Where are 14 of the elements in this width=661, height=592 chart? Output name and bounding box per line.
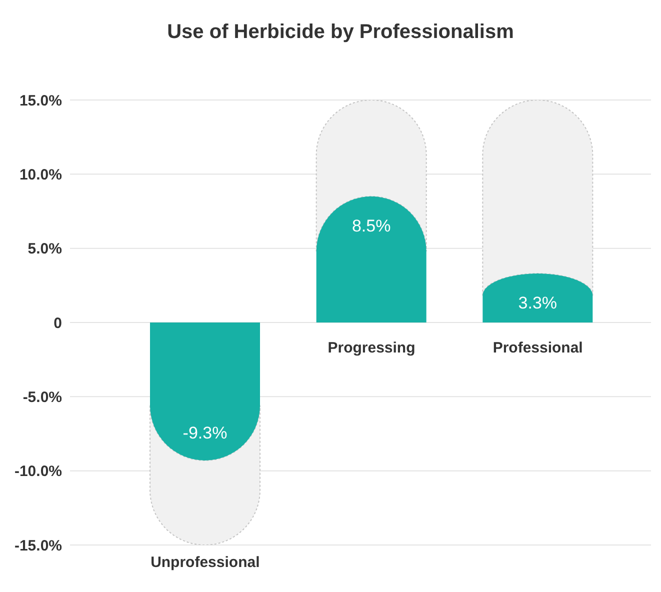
x-tick-label: Professional [492, 340, 583, 356]
y-tick-label: -15.0% [14, 537, 62, 554]
x-tick-label: Progressing [328, 340, 416, 356]
y-tick-label: -10.0% [14, 463, 62, 480]
data-label: 3.3% [518, 294, 558, 313]
data-label: -9.3% [182, 423, 228, 442]
y-tick-label: 10.0% [19, 166, 62, 184]
chart-title: Use of Herbicide by Professionalism [167, 21, 514, 43]
data-label: 8.5% [352, 216, 391, 236]
x-tick-label: Unprofessional [150, 554, 260, 571]
y-tick-label: 0 [54, 314, 62, 332]
y-tick-label: -5.0% [22, 388, 62, 406]
y-tick-label: 5.0% [28, 240, 62, 258]
y-tick-label: 15.0% [19, 92, 62, 110]
